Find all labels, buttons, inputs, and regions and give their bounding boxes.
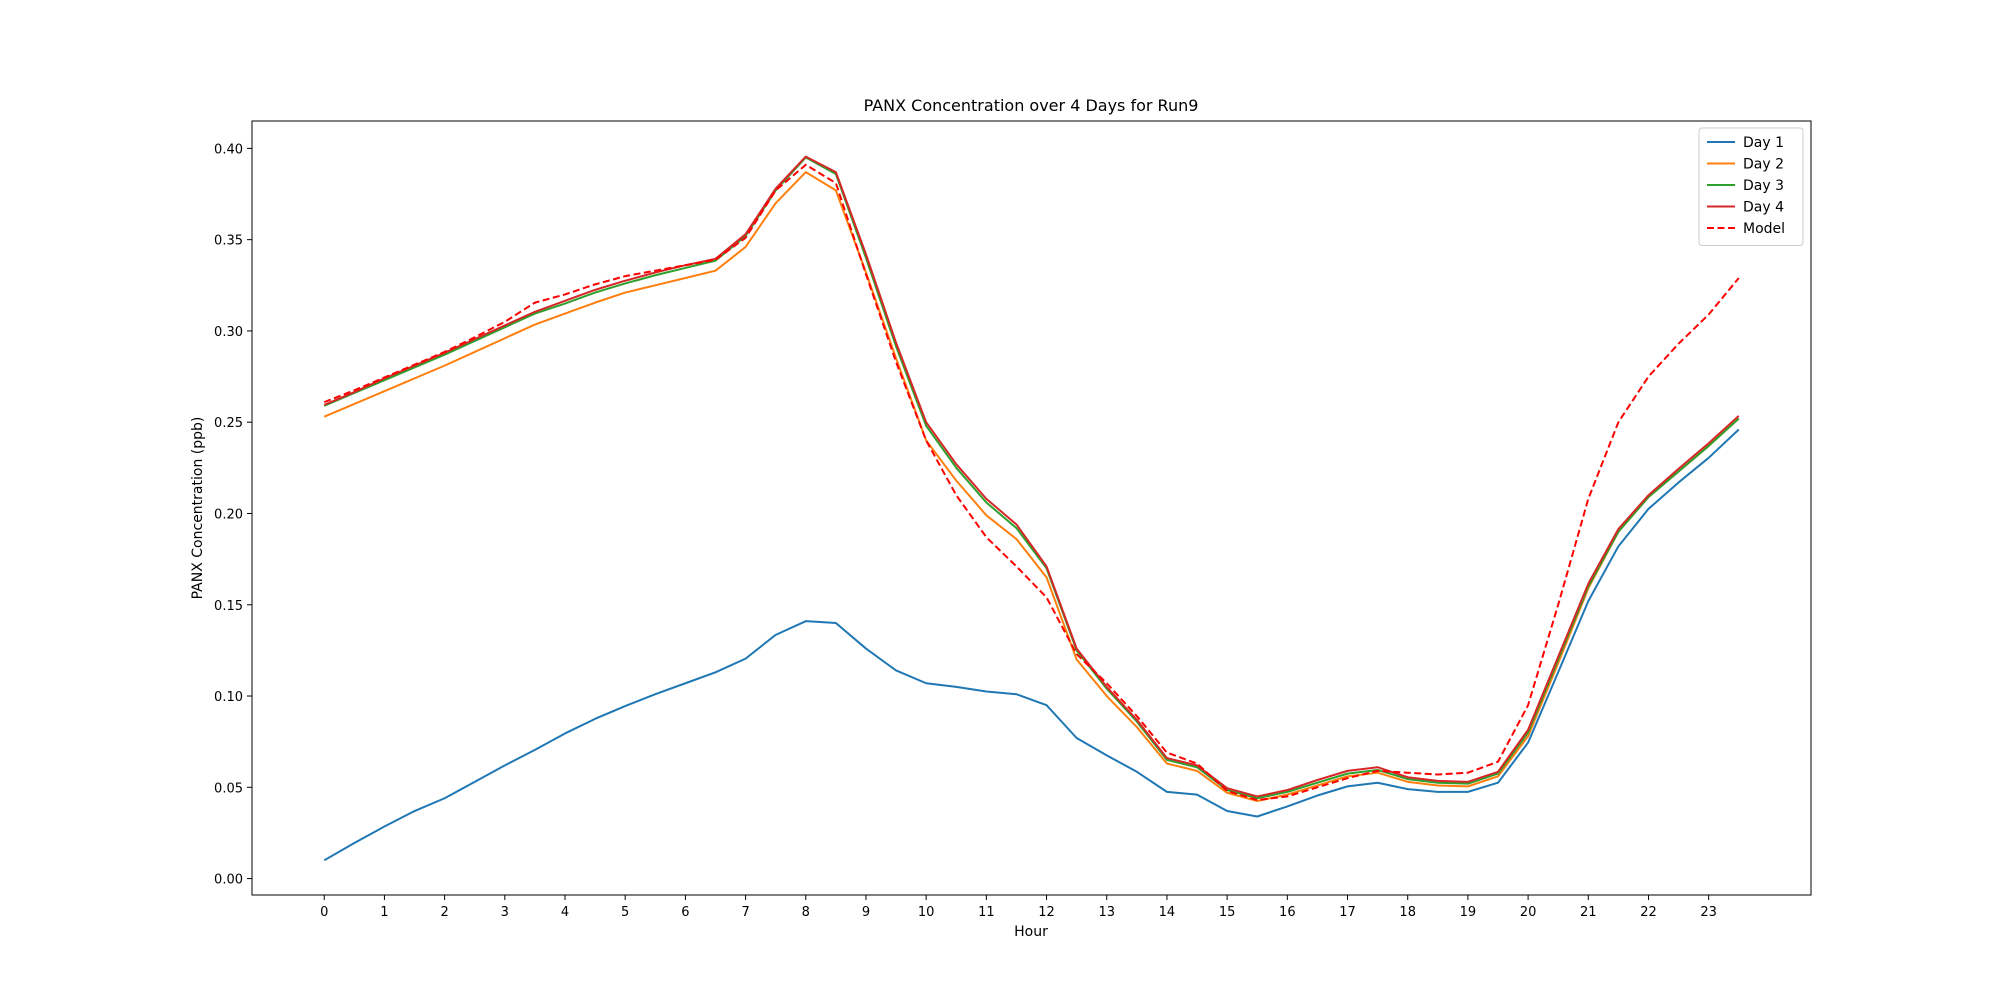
x-tick-label: 15 xyxy=(1219,905,1236,920)
x-tick-label: 20 xyxy=(1520,905,1537,920)
x-tick-label: 6 xyxy=(681,905,689,920)
series-line-day-1 xyxy=(323,428,1740,862)
x-tick-label: 2 xyxy=(440,905,448,920)
x-tick-label: 1 xyxy=(380,905,388,920)
x-tick-label: 5 xyxy=(621,905,629,920)
x-tick-label: 10 xyxy=(918,905,935,920)
y-tick-label: 0.15 xyxy=(214,599,243,614)
series-layer xyxy=(323,155,1740,862)
x-tick-label: 19 xyxy=(1460,905,1477,920)
y-tick-label: 0.35 xyxy=(214,234,243,249)
chart-title: PANX Concentration over 4 Days for Run9 xyxy=(864,96,1199,115)
x-tick-label: 16 xyxy=(1279,905,1296,920)
x-tick-label: 14 xyxy=(1159,905,1176,920)
x-tick-label: 18 xyxy=(1399,905,1416,920)
y-axis-label: PANX Concentration (ppb) xyxy=(190,417,206,600)
x-tick-label: 7 xyxy=(741,905,749,920)
series-line-day-4 xyxy=(323,155,1740,798)
y-tick-label: 0.30 xyxy=(214,325,243,340)
y-tick-label: 0.05 xyxy=(214,781,243,796)
series-line-model xyxy=(323,163,1740,802)
x-tick-label: 22 xyxy=(1640,905,1657,920)
x-tick-label: 17 xyxy=(1339,905,1356,920)
y-tick-label: 0.25 xyxy=(214,416,243,431)
y-tick-label: 0.00 xyxy=(214,873,243,888)
x-tick-label: 23 xyxy=(1700,905,1717,920)
x-tick-label: 21 xyxy=(1580,905,1597,920)
legend: Day 1 Day 2 Day 3 Day 4 Model xyxy=(1698,127,1804,246)
series-line-day-2 xyxy=(323,171,1740,802)
x-axis-ticks: 0 1 2 3 4 5 6 7 8 9 10 11 12 13 14 15 16 17 18 19 20 21 22 23 xyxy=(320,895,1717,920)
legend-label-model: Model xyxy=(1743,221,1785,237)
legend-box xyxy=(1698,127,1804,246)
x-axis-label: Hour xyxy=(1014,924,1048,940)
y-axis-ticks: 0.00 0.05 0.10 0.15 0.20 0.25 0.30 0.35 0.40 xyxy=(214,142,252,888)
x-tick-label: 12 xyxy=(1038,905,1055,920)
legend-label-day-3: Day 3 xyxy=(1743,178,1784,194)
x-tick-label: 0 xyxy=(320,905,328,920)
x-tick-label: 11 xyxy=(978,905,995,920)
x-tick-label: 9 xyxy=(862,905,870,920)
plot-frame xyxy=(251,120,1812,896)
legend-label-day-4: Day 4 xyxy=(1743,200,1784,216)
x-tick-label: 3 xyxy=(501,905,509,920)
x-tick-label: 4 xyxy=(561,905,569,920)
x-tick-label: 8 xyxy=(802,905,810,920)
x-tick-label: 13 xyxy=(1098,905,1115,920)
y-tick-label: 0.20 xyxy=(214,507,243,522)
legend-label-day-2: Day 2 xyxy=(1743,157,1784,173)
legend-label-day-1: Day 1 xyxy=(1743,135,1784,151)
y-tick-label: 0.10 xyxy=(214,690,243,705)
y-tick-label: 0.40 xyxy=(214,142,243,157)
series-line-day-3 xyxy=(323,156,1740,800)
